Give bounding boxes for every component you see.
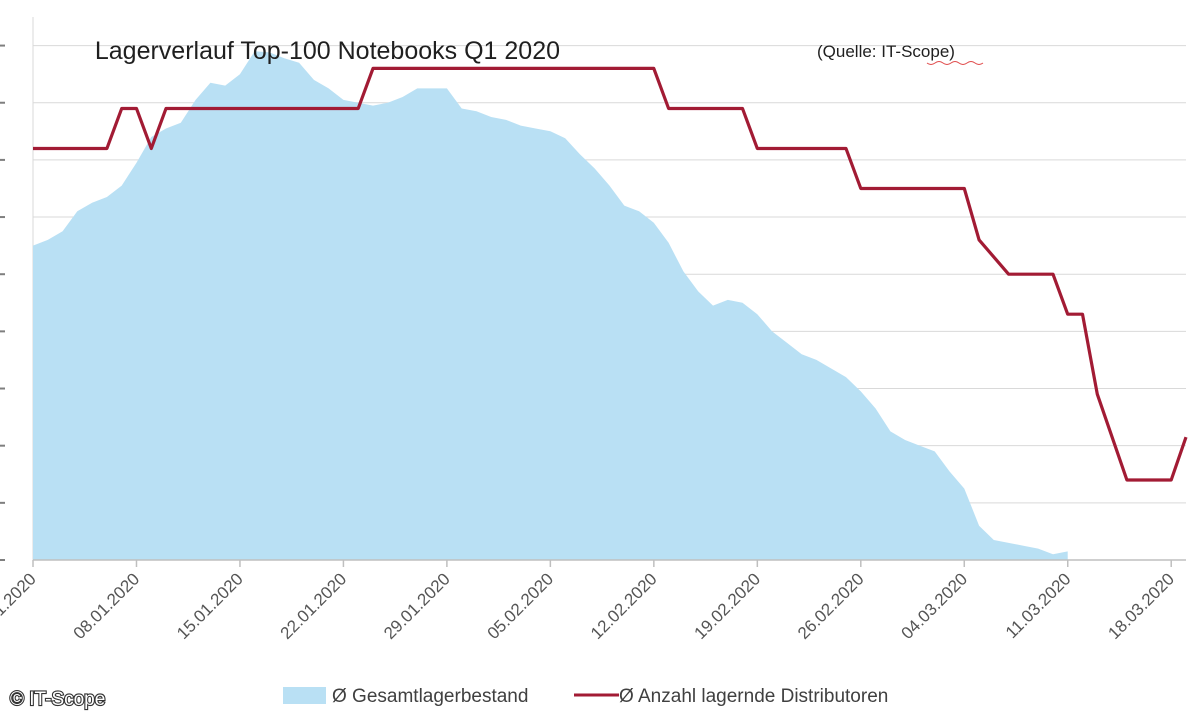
x-tick-label: 12.02.2020 [587,569,661,643]
x-tick-label: 18.03.2020 [1104,569,1178,643]
x-tick-label: 29.01.2020 [380,569,454,643]
source-note: (Quelle: IT-Scope) [817,42,955,61]
y-axis [0,44,5,561]
x-tick-label: 01.01.2020 [0,569,40,643]
series-area-gesamtlagerbestand [33,51,1068,561]
plot-area [33,51,1188,561]
legend-label-line: Ø Anzahl lagernde Distributoren [619,686,888,707]
x-tick-label: 22.01.2020 [277,569,351,643]
copyright-watermark: © IT-Scope [10,689,105,710]
spellcheck-underline [926,61,984,65]
legend-label-area: Ø Gesamtlagerbestand [332,686,528,707]
x-tick-label: 19.02.2020 [691,569,765,643]
x-tick-label: 04.03.2020 [897,569,971,643]
x-tick-label: 26.02.2020 [794,569,868,643]
x-tick-label: 08.01.2020 [70,569,144,643]
legend-swatch-area [283,687,326,704]
x-tick-label: 05.02.2020 [484,569,558,643]
legend: Ø Gesamtlagerbestand Ø Anzahl lagernde D… [283,686,888,707]
x-axis: 01.01.2020 08.01.2020 15.01.2020 22.01.2020… [0,559,1186,643]
chart-title: Lagerverlauf Top-100 Notebooks Q1 2020 [95,37,560,65]
x-tick-label: 15.01.2020 [173,569,247,643]
series-line-distributoren [33,66,1188,482]
x-tick-label: 11.03.2020 [1002,569,1075,642]
